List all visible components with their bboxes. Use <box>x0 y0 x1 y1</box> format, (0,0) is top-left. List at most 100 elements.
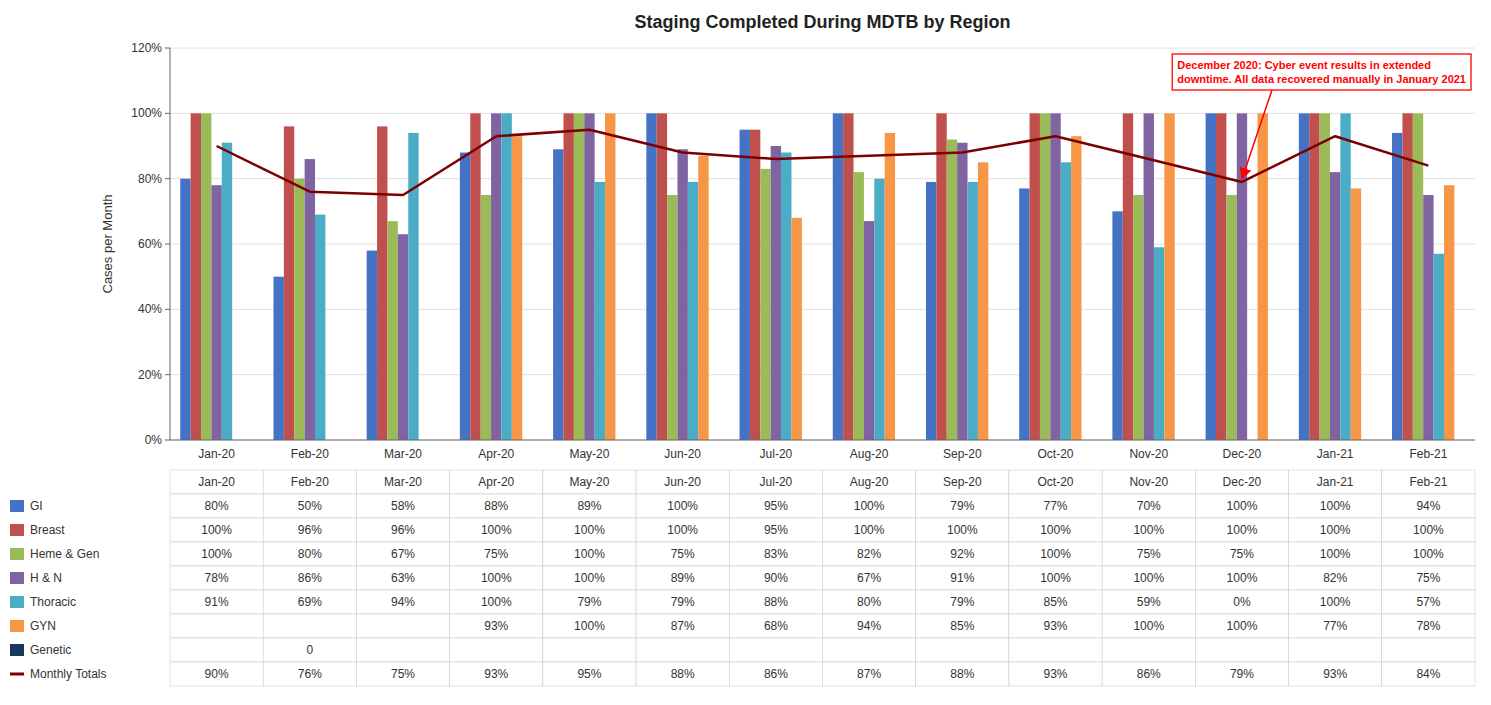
table-header: Jan-21 <box>1317 475 1354 489</box>
table-header: May-20 <box>569 475 609 489</box>
table-cell <box>636 614 729 638</box>
bar <box>1144 113 1154 440</box>
table-header: Apr-20 <box>478 475 514 489</box>
bar <box>864 221 874 440</box>
table-value: 100% <box>1320 499 1351 513</box>
annotation-box <box>1172 54 1471 90</box>
grid-line <box>170 374 1475 375</box>
bar <box>791 218 801 440</box>
table-header-cell <box>1382 470 1475 494</box>
legend-swatch <box>10 596 24 608</box>
table-cell <box>543 494 636 518</box>
table-cell <box>263 542 356 566</box>
legend-label: Heme & Gen <box>30 547 99 561</box>
table-value: 77% <box>1044 499 1068 513</box>
table-value: 85% <box>1044 595 1068 609</box>
table-cell <box>1102 518 1195 542</box>
table-cell <box>636 518 729 542</box>
table-value: 89% <box>671 571 695 585</box>
bar <box>677 149 687 440</box>
table-value: 96% <box>391 523 415 537</box>
table-value: 75% <box>671 547 695 561</box>
bar <box>305 159 315 440</box>
table-cell <box>170 614 263 638</box>
table-value: 100% <box>1040 571 1071 585</box>
table-cell <box>729 542 822 566</box>
table-header: Dec-20 <box>1223 475 1262 489</box>
table-cell <box>356 662 449 686</box>
table-cell <box>823 590 916 614</box>
y-tick-label: 40% <box>138 302 162 316</box>
table-value: 90% <box>205 667 229 681</box>
table-value: 80% <box>205 499 229 513</box>
bar <box>1402 113 1412 440</box>
bar <box>1423 195 1433 440</box>
bar <box>1351 188 1361 440</box>
table-value: 100% <box>667 523 698 537</box>
table-cell <box>450 518 543 542</box>
bar <box>1340 113 1350 440</box>
table-cell <box>729 518 822 542</box>
bar <box>584 113 594 440</box>
bar <box>978 162 988 440</box>
table-cell <box>636 590 729 614</box>
y-tick-label: 120% <box>131 41 162 55</box>
grid-line <box>170 309 1475 310</box>
table-cell <box>1382 542 1475 566</box>
table-cell <box>356 566 449 590</box>
table-header-cell <box>450 470 543 494</box>
table-cell <box>1195 590 1288 614</box>
bar <box>936 113 946 440</box>
table-cell <box>916 494 1009 518</box>
table-header-cell <box>170 470 263 494</box>
bar <box>315 215 325 440</box>
table-cell <box>916 518 1009 542</box>
table-cell <box>1289 638 1382 662</box>
y-axis-label: Cases per Month <box>100 195 115 294</box>
table-value: 75% <box>1137 547 1161 561</box>
table-cell <box>636 662 729 686</box>
legend-label: H & N <box>30 571 62 585</box>
table-cell <box>450 638 543 662</box>
bar <box>201 113 211 440</box>
table-value: 86% <box>1137 667 1161 681</box>
table-cell <box>1195 614 1288 638</box>
table-cell <box>170 518 263 542</box>
table-cell <box>263 614 356 638</box>
table-header-cell <box>356 470 449 494</box>
table-cell <box>1009 494 1102 518</box>
table-value: 84% <box>1416 667 1440 681</box>
bar <box>1133 195 1143 440</box>
table-cell <box>450 566 543 590</box>
legend-label: Breast <box>30 523 65 537</box>
table-header-cell <box>263 470 356 494</box>
table-header-cell <box>1289 470 1382 494</box>
table-value: 88% <box>764 595 788 609</box>
bar <box>1050 113 1060 440</box>
bar <box>377 126 387 440</box>
bar <box>180 179 190 440</box>
grid-line <box>170 178 1475 179</box>
table-value: 100% <box>1133 619 1164 633</box>
table-value: 79% <box>950 595 974 609</box>
table-cell <box>1195 638 1288 662</box>
bar <box>771 146 781 440</box>
table-cell <box>823 542 916 566</box>
table-cell <box>356 542 449 566</box>
table-cell <box>916 614 1009 638</box>
y-axis <box>170 48 171 440</box>
bar <box>1320 113 1330 440</box>
plot-area <box>180 113 1454 440</box>
bar <box>833 113 843 440</box>
chart: Staging Completed During MDTB by Region0… <box>0 0 1491 705</box>
table-cell <box>1382 614 1475 638</box>
table-value: 0% <box>1233 595 1251 609</box>
table-cell <box>1195 494 1288 518</box>
table-cell <box>263 662 356 686</box>
table-cell <box>263 566 356 590</box>
bar <box>501 113 511 440</box>
background <box>0 0 1491 705</box>
bar <box>1154 247 1164 440</box>
grid-line <box>170 113 1475 114</box>
bar <box>222 143 232 440</box>
